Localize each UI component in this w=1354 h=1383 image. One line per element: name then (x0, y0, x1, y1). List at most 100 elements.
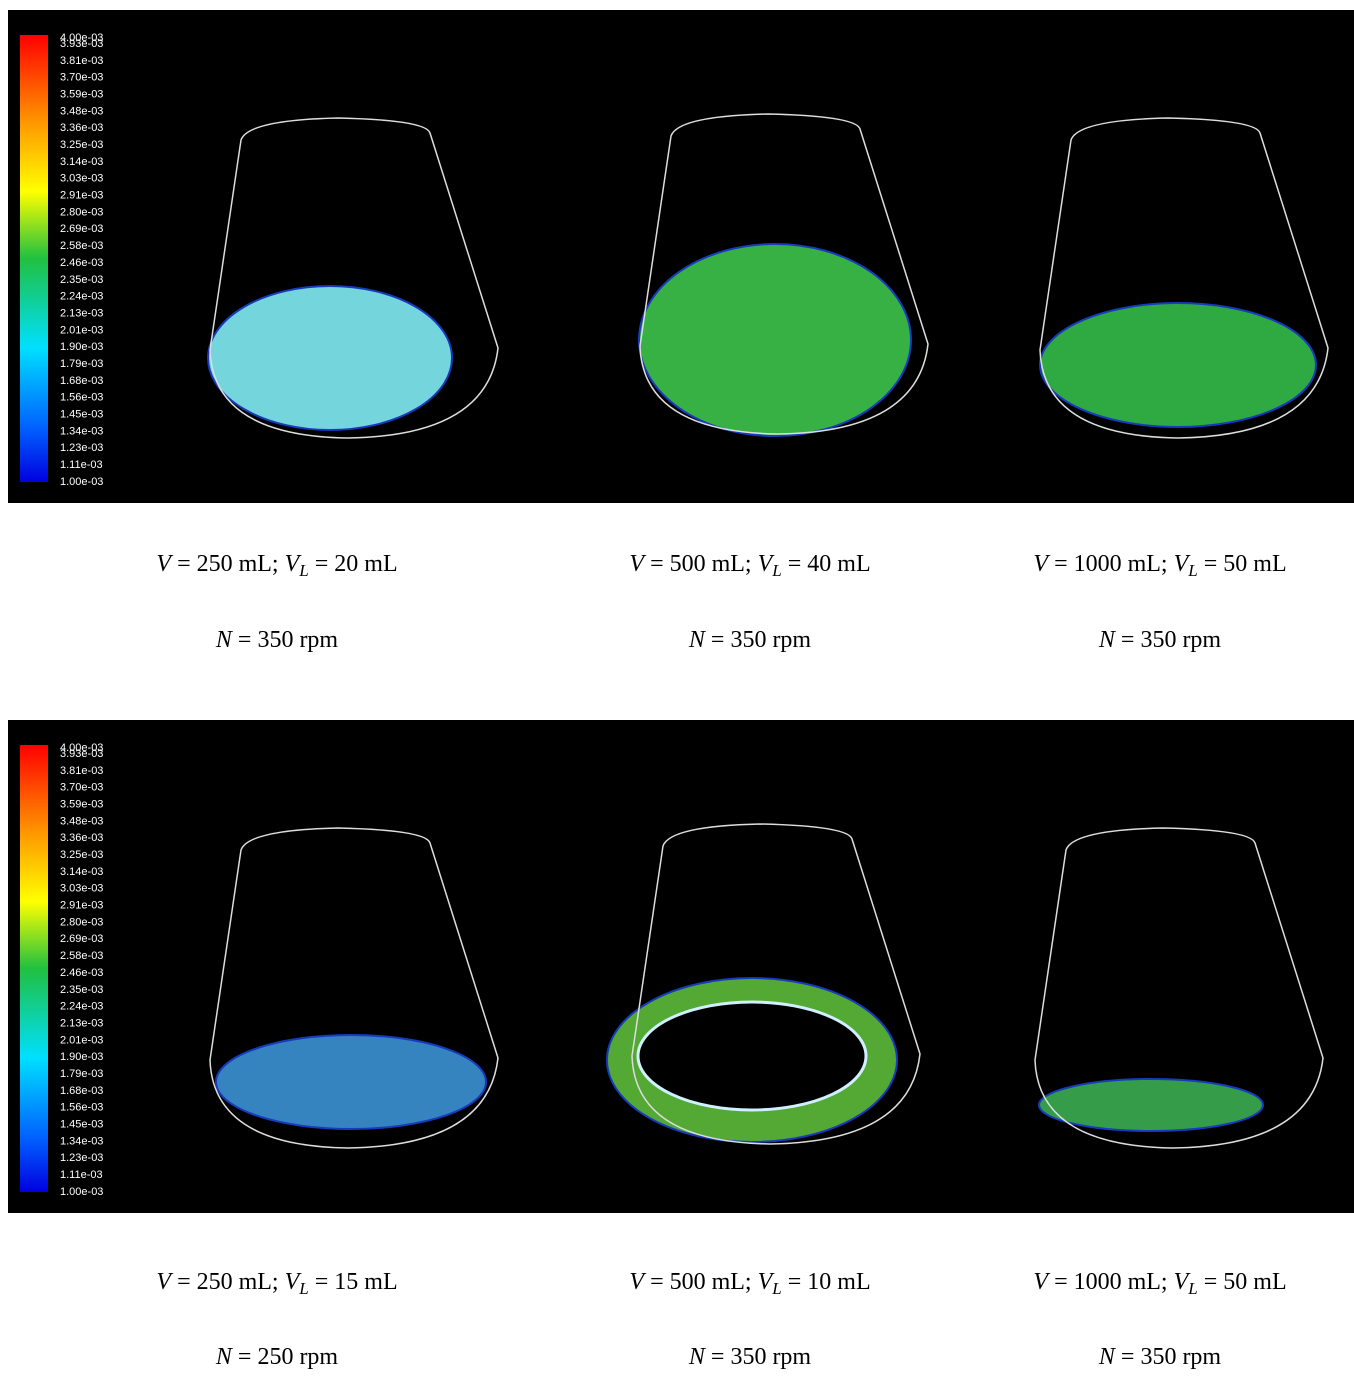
caption-text: V (629, 1269, 645, 1295)
caption-text: = 350 rpm (231, 627, 339, 653)
colorbar-label: 3.81e-03 (60, 55, 103, 67)
colorbar-label: 1.34e-03 (60, 425, 103, 437)
caption-text: L (299, 561, 309, 580)
figure-panel: 4.00e-033.93e-03 3.81e-03 3.70e-03 3.59e-03… (8, 720, 1354, 1213)
colorbar-label: 2.13e-03 (60, 1017, 103, 1029)
colorbar-label: 2.13e-03 (60, 307, 103, 319)
colorbar-label: 1.79e-03 (60, 358, 103, 370)
colorbar-label: 2.24e-03 (60, 291, 103, 303)
caption-text: = 350 rpm (1114, 1344, 1222, 1370)
colorbar-label: 3.03e-03 (60, 173, 103, 185)
caption-text: = 15 mL (308, 1269, 398, 1295)
colorbar-label: 2.35e-03 (60, 274, 103, 286)
colorbar (20, 35, 48, 482)
caption: N = 350 rpm (689, 627, 811, 654)
fluid-surface (215, 1034, 487, 1130)
colorbar-label: 3.36e-03 (60, 122, 103, 134)
colorbar-label: 1.23e-03 (60, 442, 103, 454)
caption: N = 250 rpm (216, 1344, 338, 1371)
colorbar-label: 2.91e-03 (60, 900, 103, 912)
caption-text: L (772, 1279, 782, 1298)
colorbar-label: 1.11e-03 (60, 459, 103, 471)
colorbar-label: 1.56e-03 (60, 392, 103, 404)
caption-text: L (1188, 1279, 1198, 1298)
flask-outline (631, 823, 921, 1145)
caption-text: V (1173, 1269, 1189, 1295)
flask-outline (209, 117, 499, 439)
caption-text: = 350 rpm (1114, 627, 1222, 653)
colorbar-label: 3.14e-03 (60, 156, 103, 168)
colorbar-label: 3.59e-03 (60, 88, 103, 100)
fluid-surface (638, 243, 912, 437)
colorbar-label: 3.48e-03 (60, 105, 103, 117)
colorbar-label: 3.93e-03 (60, 38, 103, 50)
caption-text: N (215, 1344, 232, 1370)
colorbar-label: 2.01e-03 (60, 1034, 103, 1046)
figure-panel: 4.00e-033.93e-03 3.81e-03 3.70e-03 3.59e-03… (8, 10, 1354, 503)
caption: V = 500 mL; VL = 40 mL (629, 551, 870, 581)
colorbar-label: 1.00e-03 (60, 1186, 103, 1198)
colorbar-label: 4.00e-03 (60, 742, 103, 754)
flask-outline (209, 827, 499, 1149)
caption-text: = 1000 mL; (1048, 1269, 1174, 1295)
caption-text: = 250 mL; (171, 551, 285, 577)
caption-text: = 10 mL (781, 1269, 871, 1295)
caption-text: = 20 mL (308, 551, 398, 577)
caption-text: = 250 rpm (231, 1344, 339, 1370)
caption-text: = 1000 mL; (1048, 551, 1174, 577)
colorbar-label: 3.93e-03 (60, 748, 103, 760)
flask-outline (639, 113, 929, 435)
caption-text: V (156, 551, 172, 577)
caption-text: V (1033, 1269, 1049, 1295)
caption-text: N (688, 1344, 705, 1370)
colorbar-label: 3.59e-03 (60, 798, 103, 810)
caption: V = 1000 mL; VL = 50 mL (1033, 551, 1286, 581)
colorbar-label: 1.45e-03 (60, 409, 103, 421)
caption-text: N (1098, 627, 1115, 653)
caption-text: = 500 mL; (644, 1269, 758, 1295)
caption-text: N (215, 627, 232, 653)
caption-text: = 50 mL (1197, 551, 1287, 577)
caption-text: = 350 rpm (704, 1344, 812, 1370)
colorbar-label: 3.36e-03 (60, 832, 103, 844)
colorbar-label: 3.48e-03 (60, 815, 103, 827)
colorbar-label: 3.25e-03 (60, 849, 103, 861)
caption-text: = 40 mL (781, 551, 871, 577)
colorbar-label: 3.14e-03 (60, 866, 103, 878)
colorbar-label: 1.79e-03 (60, 1068, 103, 1080)
colorbar-label: 2.58e-03 (60, 950, 103, 962)
caption-text: = 350 rpm (704, 627, 812, 653)
colorbar-label: 1.00e-03 (60, 476, 103, 488)
colorbar (20, 745, 48, 1192)
colorbar-label: 3.81e-03 (60, 765, 103, 777)
colorbar-label: 1.23e-03 (60, 1152, 103, 1164)
colorbar-label: 2.80e-03 (60, 916, 103, 928)
colorbar-label: 1.11e-03 (60, 1169, 103, 1181)
caption-text: = 250 mL; (171, 1269, 285, 1295)
caption-text: V (629, 551, 645, 577)
colorbar-label: 1.45e-03 (60, 1119, 103, 1131)
fluid-hole (636, 1000, 868, 1112)
colorbar-label: 2.24e-03 (60, 1001, 103, 1013)
colorbar-label: 3.03e-03 (60, 883, 103, 895)
colorbar-label: 1.34e-03 (60, 1135, 103, 1147)
colorbar-label: 3.25e-03 (60, 139, 103, 151)
caption: V = 250 mL; VL = 15 mL (156, 1269, 397, 1299)
caption-text: L (299, 1279, 309, 1298)
fluid-surface (207, 285, 453, 431)
caption-text: N (1098, 1344, 1115, 1370)
flask-outline (1034, 827, 1324, 1149)
colorbar-label: 2.91e-03 (60, 190, 103, 202)
caption-text: L (1188, 561, 1198, 580)
caption-text: V (757, 1269, 773, 1295)
caption-text: = 500 mL; (644, 551, 758, 577)
colorbar-label: 2.46e-03 (60, 257, 103, 269)
panel-background (8, 720, 1354, 1213)
caption-text: V (757, 551, 773, 577)
colorbar-label: 2.46e-03 (60, 967, 103, 979)
colorbar-label: 1.90e-03 (60, 341, 103, 353)
colorbar-label: 2.69e-03 (60, 933, 103, 945)
caption: N = 350 rpm (216, 627, 338, 654)
caption: V = 250 mL; VL = 20 mL (156, 551, 397, 581)
panel-background (8, 10, 1354, 503)
